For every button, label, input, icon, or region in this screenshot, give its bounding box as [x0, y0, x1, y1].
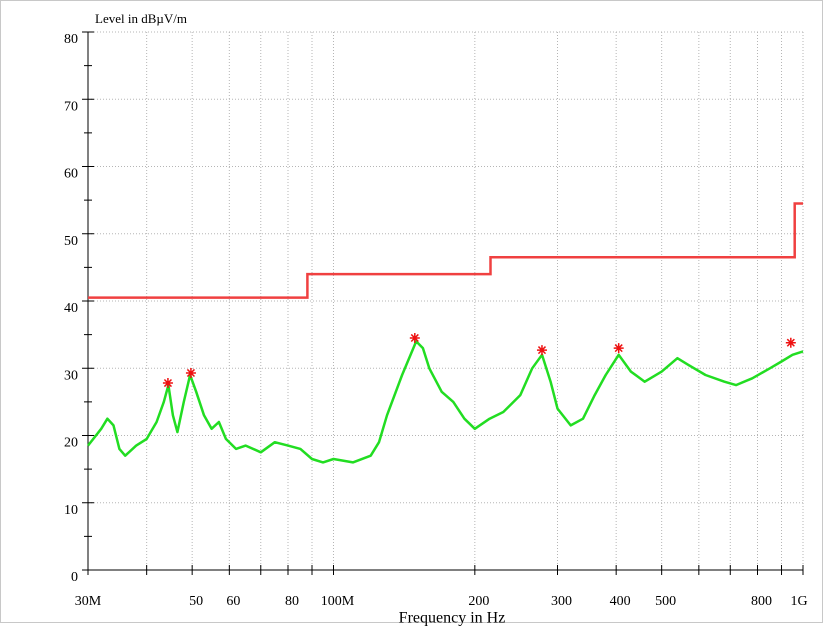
trace: [87, 340, 804, 464]
x-tick-label: 30M: [75, 594, 102, 609]
x-tick-label: 50: [189, 594, 203, 609]
peak-marker: [613, 343, 624, 354]
y-tick-label: 80: [64, 32, 78, 47]
x-tick-label: 80: [285, 594, 299, 609]
x-tick-label: 500: [655, 594, 676, 609]
y-axis-label: Level in dBµV/m: [95, 11, 187, 26]
y-tick-label: 50: [64, 234, 78, 249]
x-tick-label: 1G: [790, 594, 807, 609]
peak-marker: [536, 345, 547, 356]
y-tick-label: 60: [64, 167, 78, 182]
x-tick-label: 800: [751, 594, 772, 609]
x-tick-label: 200: [468, 594, 489, 609]
y-tick-label: 40: [64, 301, 78, 316]
y-tick-label: 0: [71, 570, 78, 585]
peak-marker: [409, 332, 420, 343]
peak-marker: [162, 378, 173, 389]
x-axis-label: Frequency in Hz: [399, 610, 506, 627]
x-tick-label: 400: [610, 594, 631, 609]
x-tick-label: 300: [551, 594, 572, 609]
x-tick-label: 100M: [321, 594, 355, 609]
y-tick-label: 10: [64, 503, 78, 518]
y-tick-label: 20: [64, 436, 78, 451]
peak-marker: [785, 337, 796, 348]
limit-line: [88, 202, 803, 299]
peak-marker: [185, 367, 196, 378]
y-tick-label: 30: [64, 368, 78, 383]
x-tick-label: 60: [226, 594, 240, 609]
y-tick-label: 70: [64, 99, 78, 114]
